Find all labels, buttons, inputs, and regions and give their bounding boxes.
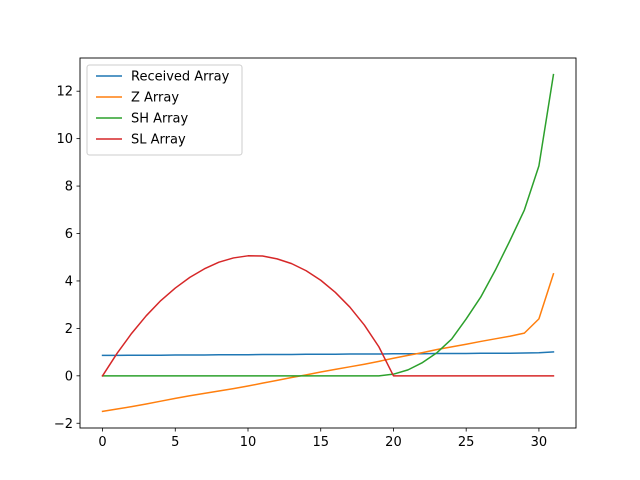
x-tick-label: 0 (98, 435, 106, 450)
y-tick-label: 0 (65, 369, 73, 384)
x-tick-label: 30 (531, 435, 548, 450)
y-tick-label: 12 (56, 85, 73, 100)
plot-frame (79, 57, 577, 429)
legend-label: Z Array (131, 91, 179, 106)
legend-label: SH Array (131, 112, 188, 127)
legend-label: Received Array (131, 70, 230, 85)
y-tick-label: 6 (65, 227, 73, 242)
x-tick-label: 15 (312, 435, 329, 450)
series-line-1 (101, 351, 555, 357)
legend-box (86, 64, 243, 156)
series-line-3 (101, 73, 555, 377)
series-line-2 (101, 272, 555, 413)
x-tick-label: 10 (240, 435, 257, 450)
y-tick-label: 10 (56, 132, 73, 147)
series-line-4 (101, 255, 555, 377)
y-tick-label: 4 (65, 274, 73, 289)
x-axis: 0 5 10 15 20 25 30 (98, 428, 547, 450)
series-layer (101, 73, 555, 413)
legend: Received Array Z Array SH Array SL Array (86, 64, 243, 156)
x-tick-label: 5 (171, 435, 179, 450)
y-axis: −2 0 2 4 6 8 10 12 (54, 85, 80, 432)
y-tick-label: 2 (65, 322, 73, 337)
x-tick-label: 25 (458, 435, 475, 450)
x-tick-label: 20 (385, 435, 402, 450)
y-tick-label: −2 (54, 417, 73, 432)
y-tick-label: 8 (65, 180, 73, 195)
legend-label: SL Array (131, 133, 186, 148)
